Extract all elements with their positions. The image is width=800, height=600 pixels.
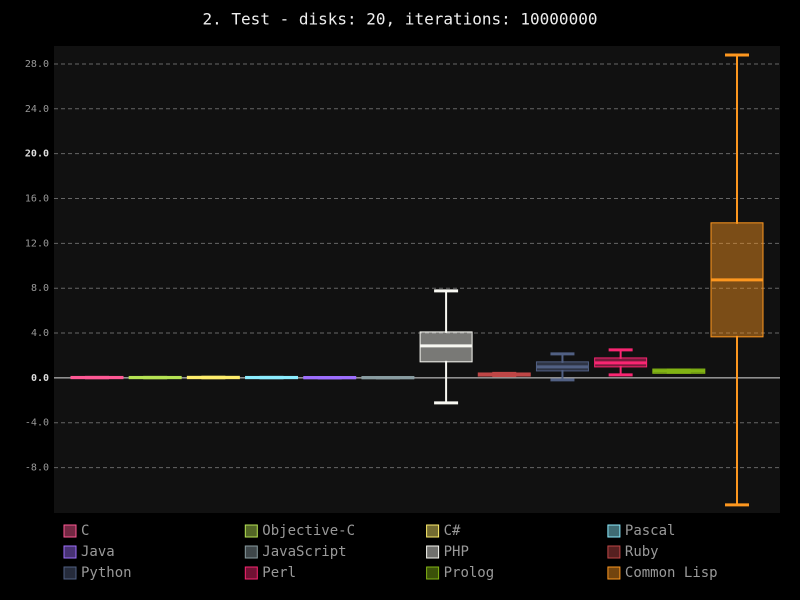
y-tick-label: 12.0 [25, 238, 49, 249]
legend-label: Pascal [625, 523, 676, 539]
y-tick-label: 16.0 [25, 193, 49, 204]
legend-label: Perl [262, 565, 296, 581]
legend-swatch [63, 545, 77, 559]
y-tick-label: 20.0 [25, 149, 49, 160]
legend-label: C# [444, 523, 461, 539]
legend-swatch [63, 566, 77, 580]
legend-label: PHP [444, 544, 469, 560]
legend-swatch [426, 545, 440, 559]
legend-swatch [244, 545, 258, 559]
legend-label: Java [81, 544, 115, 560]
legend-swatch [426, 566, 440, 580]
legend-label: Common Lisp [625, 565, 718, 581]
y-tick-label: -8.0 [25, 463, 49, 474]
legend-swatch [63, 524, 77, 538]
plot-area [54, 46, 780, 513]
legend-label: JavaScript [262, 544, 346, 560]
y-tick-label: 8.0 [31, 283, 49, 294]
y-tick-label: -4.0 [25, 418, 49, 429]
legend-swatch [244, 566, 258, 580]
legend-label: C [81, 523, 89, 539]
y-tick-label: 4.0 [31, 328, 49, 339]
y-tick-label: 24.0 [25, 104, 49, 115]
legend-label: Ruby [625, 544, 659, 560]
legend-label: Objective-C [262, 523, 355, 539]
legend-swatch [426, 524, 440, 538]
legend-label: Python [81, 565, 132, 581]
y-tick-label: 0.0 [31, 373, 49, 384]
legend-swatch [607, 566, 621, 580]
legend-swatch [607, 545, 621, 559]
legend-swatch [607, 524, 621, 538]
chart-title: 2. Test - disks: 20, iterations: 1000000… [203, 10, 598, 29]
y-tick-label: 28.0 [25, 59, 49, 70]
legend-label: Prolog [444, 565, 495, 581]
legend-swatch [244, 524, 258, 538]
